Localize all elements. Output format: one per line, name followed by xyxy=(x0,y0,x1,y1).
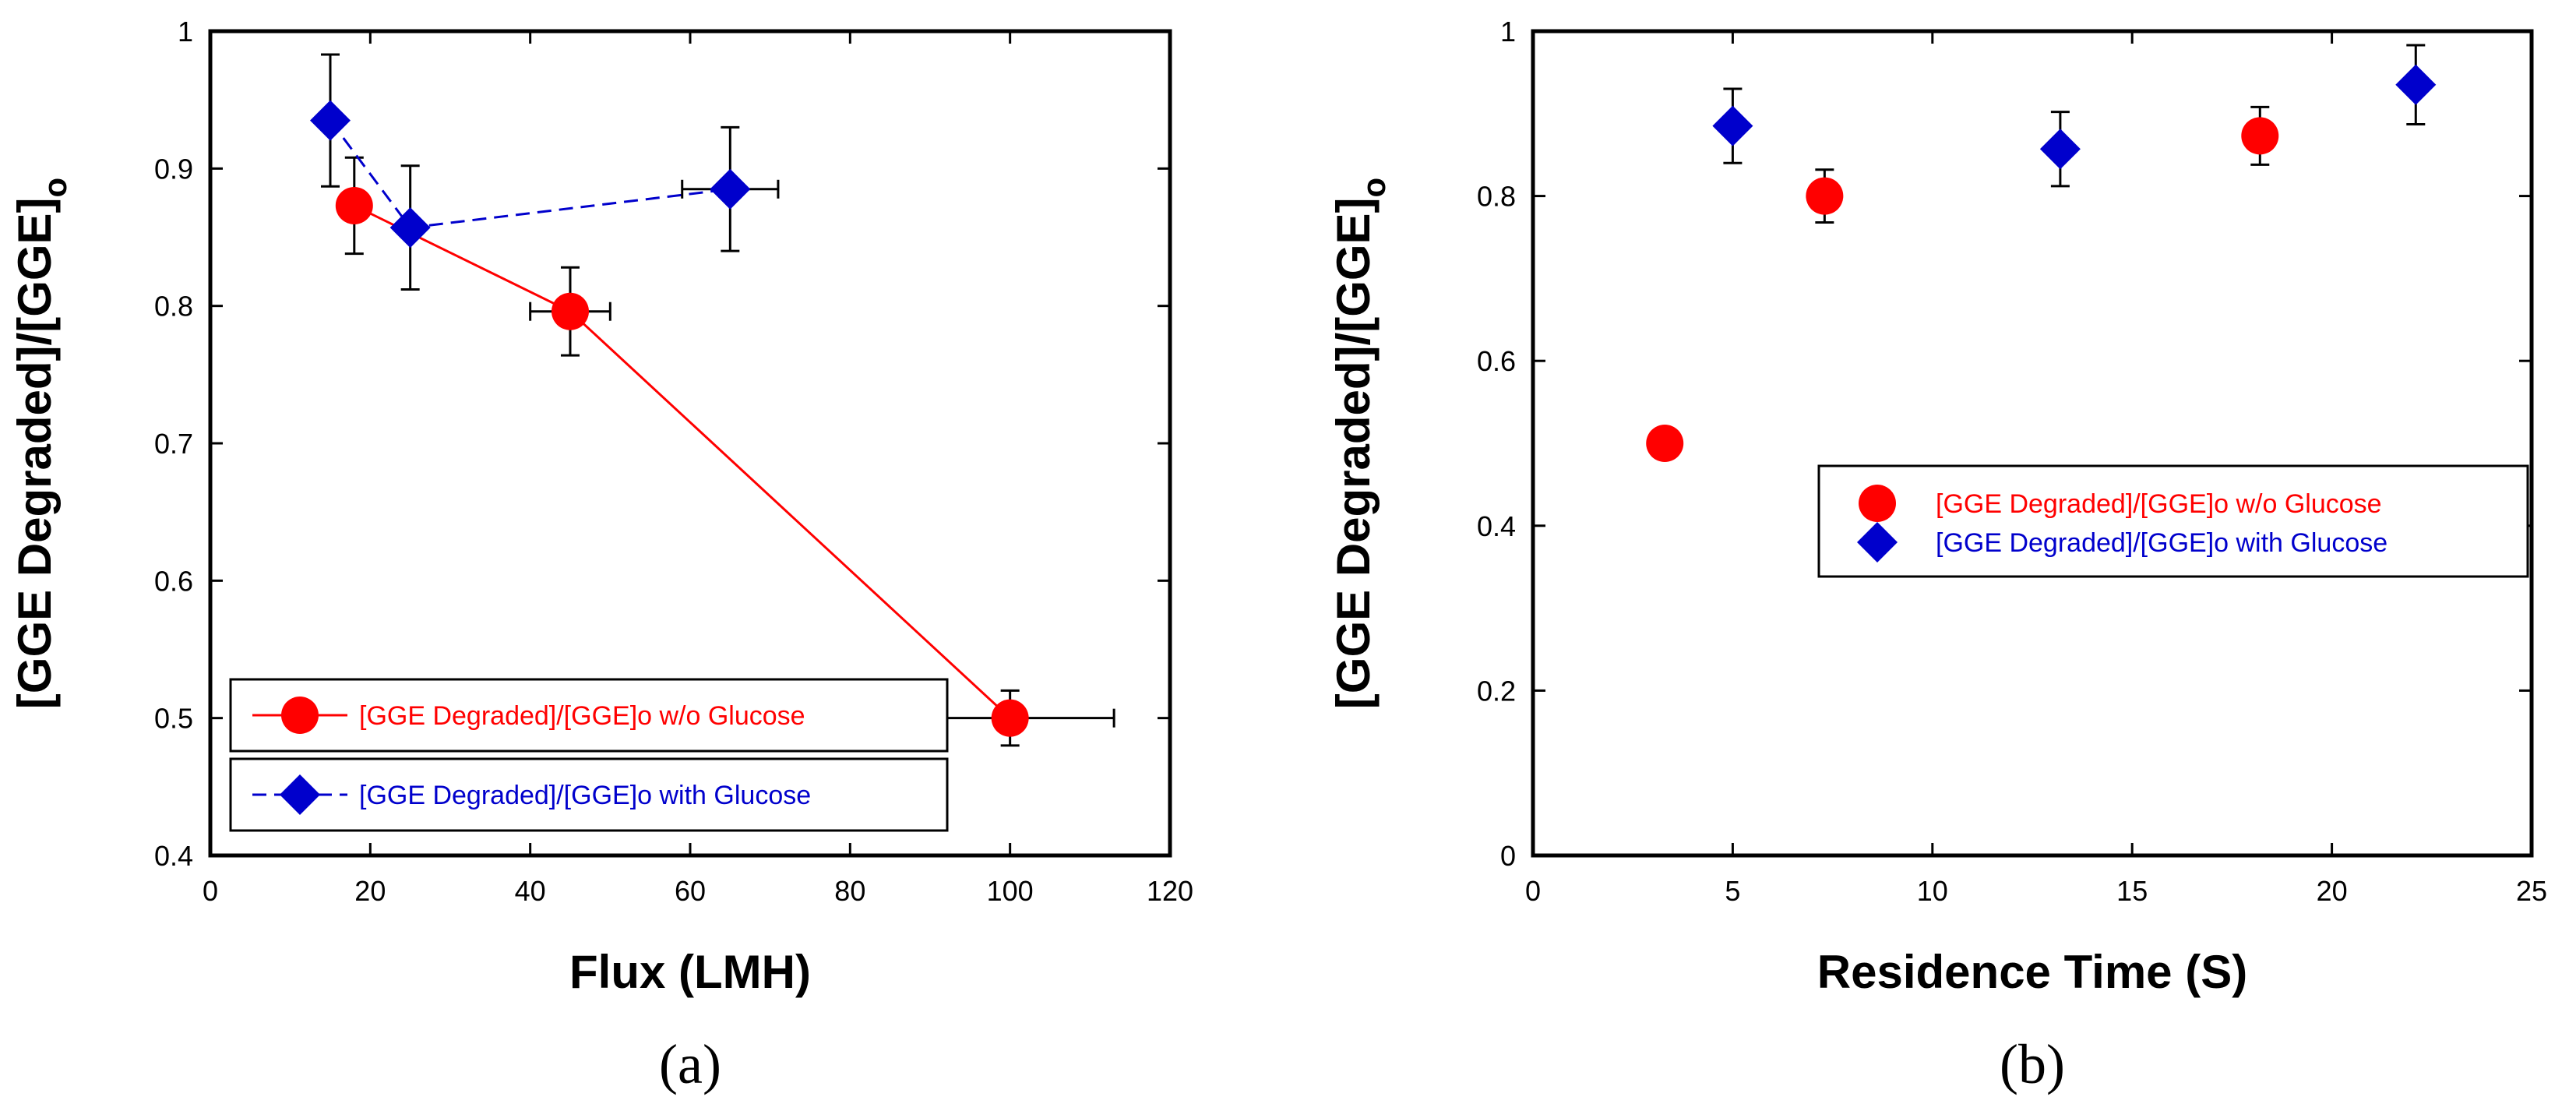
x-tick-label: 20 xyxy=(2317,875,2348,907)
y-axis-label-subscript: o xyxy=(1355,178,1392,198)
y-tick-label: 1 xyxy=(178,16,193,48)
y-tick-label: 0.6 xyxy=(1477,345,1516,377)
series-without-glucose xyxy=(1646,105,2279,462)
series-line xyxy=(329,119,731,229)
legend-label: [GGE Degraded]/[GGE]o w/o Glucose xyxy=(359,701,805,731)
series-line xyxy=(354,204,1011,719)
legend-marker-diamond xyxy=(1857,522,1898,563)
x-tick-label: 120 xyxy=(1147,875,1193,907)
data-point-circle xyxy=(991,699,1029,737)
panel-label: (a) xyxy=(659,1033,721,1095)
x-tick-label: 60 xyxy=(675,875,706,907)
series-with-glucose xyxy=(1712,44,2437,188)
x-tick-label: 20 xyxy=(354,875,386,907)
data-point-circle xyxy=(1806,177,1844,215)
y-axis-label-main: [GGE Degraded]/[GGE] xyxy=(9,197,61,709)
legend: [GGE Degraded]/[GGE]o w/o Glucose [GGE De… xyxy=(1817,464,2529,578)
y-tick-label: 1 xyxy=(1500,16,1516,48)
y-axis-label-subscript: o xyxy=(37,178,73,198)
data-point-circle xyxy=(2241,117,2279,155)
data-point-circle xyxy=(335,186,373,224)
x-tick-label: 25 xyxy=(2516,875,2547,907)
data-point-circle xyxy=(551,292,589,330)
y-tick-label: 0.6 xyxy=(154,565,193,597)
legend-box xyxy=(1817,464,2529,578)
legend-box xyxy=(229,678,949,753)
y-axis-label: [GGE Degraded]/[GGE]o xyxy=(9,178,73,709)
y-tick-label: 0.5 xyxy=(154,703,193,735)
data-point-diamond xyxy=(2395,64,2437,105)
y-tick-label: 0.2 xyxy=(1477,675,1516,707)
x-tick-label: 100 xyxy=(987,875,1034,907)
y-tick-label: 0.8 xyxy=(1477,181,1516,213)
x-tick-label: 10 xyxy=(1917,875,1948,907)
x-tick-label: 15 xyxy=(2116,875,2148,907)
legend-label: [GGE Degraded]/[GGE]o with Glucose xyxy=(359,781,811,810)
legend-label: [GGE Degraded]/[GGE]o with Glucose xyxy=(1936,528,2387,558)
panel-b: 0 5 10 15 20 25 0 0.2 0.4 0.6 0.8 1 Residence Time (… xyxy=(1327,16,2547,1095)
legend-box xyxy=(229,757,949,832)
legend-label: [GGE Degraded]/[GGE]o w/o Glucose xyxy=(1936,489,2382,519)
x-tick-label: 0 xyxy=(1525,875,1541,907)
legend-marker-circle xyxy=(281,697,319,734)
y-axis-label-main: [GGE Degraded]/[GGE] xyxy=(1327,197,1380,709)
y-tick-label: 0.9 xyxy=(154,153,193,185)
data-point-circle xyxy=(1646,425,1684,462)
series-with-glucose xyxy=(310,53,780,291)
x-tick-label: 5 xyxy=(1725,875,1740,907)
x-tick-label: 40 xyxy=(515,875,546,907)
y-tick-label: 0.8 xyxy=(154,291,193,323)
y-tick-label: 0 xyxy=(1500,840,1516,872)
series-without-glucose xyxy=(335,156,1115,747)
legend: [GGE Degraded]/[GGE]o w/o Glucose [GGE De… xyxy=(229,678,949,832)
data-point-diamond xyxy=(310,100,351,141)
x-tick-label: 0 xyxy=(203,875,218,907)
y-tick-label: 0.7 xyxy=(154,428,193,460)
data-point-diamond xyxy=(1712,105,1753,146)
y-axis-label: [GGE Degraded]/[GGE]o xyxy=(1327,178,1392,709)
y-tick-label: 0.4 xyxy=(1477,510,1516,542)
x-axis-label: Flux (LMH) xyxy=(569,946,811,998)
x-axis-label: Residence Time (S) xyxy=(1817,946,2247,998)
legend-marker-diamond xyxy=(280,774,320,815)
x-tick-label: 80 xyxy=(834,875,865,907)
y-tick-label: 0.4 xyxy=(154,840,193,872)
legend-marker-circle xyxy=(1859,485,1896,522)
panel-label: (b) xyxy=(2000,1033,2065,1095)
data-point-diamond xyxy=(389,207,431,249)
panel-a: 0 20 40 60 80 100 120 0.4 0.5 0.6 0.7 0.8 0.9 1 Flux (… xyxy=(9,16,1193,1095)
plot-frame xyxy=(1531,29,2534,858)
data-point-diamond xyxy=(710,168,751,210)
data-point-diamond xyxy=(2039,129,2081,170)
